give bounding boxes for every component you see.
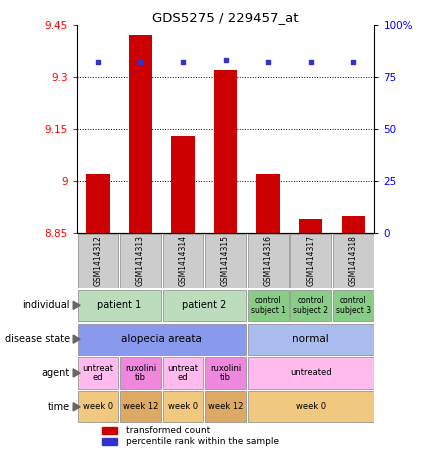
Bar	[290, 290, 331, 321]
Bar	[248, 357, 374, 389]
Bar	[78, 391, 118, 422]
Bar	[120, 357, 161, 389]
Point	[95, 59, 102, 66]
Text: time: time	[48, 402, 70, 412]
Bar	[333, 290, 374, 321]
Text: GSM1414313: GSM1414313	[136, 235, 145, 286]
Bar	[78, 357, 118, 389]
Point	[265, 59, 272, 66]
Bar	[205, 391, 246, 422]
Text: patient 1: patient 1	[97, 300, 141, 310]
Point	[222, 57, 229, 64]
Text: GSM1414314: GSM1414314	[179, 235, 187, 286]
Text: percentile rank within the sample: percentile rank within the sample	[126, 437, 279, 446]
Bar	[78, 323, 246, 355]
Bar	[205, 234, 246, 288]
Bar	[120, 234, 161, 288]
Text: GSM1414317: GSM1414317	[306, 235, 315, 286]
Bar	[86, 174, 110, 233]
Text: GSM1414312: GSM1414312	[93, 235, 102, 286]
Bar	[162, 234, 203, 288]
Text: untreat
ed: untreat ed	[167, 364, 198, 382]
Bar	[171, 136, 195, 233]
Point	[350, 59, 357, 66]
Text: control
subject 1: control subject 1	[251, 296, 286, 315]
Text: week 12: week 12	[123, 402, 158, 411]
Text: control
subject 2: control subject 2	[293, 296, 328, 315]
Point	[307, 59, 314, 66]
Text: week 0: week 0	[83, 402, 113, 411]
Bar	[248, 290, 289, 321]
Text: transformed count: transformed count	[126, 426, 210, 435]
Bar	[299, 219, 322, 233]
Text: control
subject 3: control subject 3	[336, 296, 371, 315]
Point	[137, 59, 144, 66]
Bar	[78, 290, 161, 321]
Text: ruxolini
tib: ruxolini tib	[210, 364, 241, 382]
Text: disease state: disease state	[5, 334, 70, 344]
Point	[180, 59, 187, 66]
Bar	[162, 290, 246, 321]
Bar	[248, 391, 374, 422]
Bar	[162, 357, 203, 389]
Text: GSM1414318: GSM1414318	[349, 235, 358, 286]
Bar	[248, 323, 374, 355]
Text: alopecia areata: alopecia areata	[121, 334, 202, 344]
Bar	[342, 216, 365, 233]
Text: GSM1414315: GSM1414315	[221, 235, 230, 286]
Text: agent: agent	[42, 368, 70, 378]
Text: week 12: week 12	[208, 402, 243, 411]
Text: patient 2: patient 2	[182, 300, 226, 310]
Text: GSM1414316: GSM1414316	[264, 235, 272, 286]
Bar	[129, 35, 152, 233]
Bar	[290, 234, 331, 288]
Text: normal: normal	[292, 334, 329, 344]
Text: individual: individual	[23, 300, 70, 310]
Bar	[78, 234, 118, 288]
Bar	[248, 234, 289, 288]
Title: GDS5275 / 229457_at: GDS5275 / 229457_at	[152, 11, 299, 24]
Text: week 0: week 0	[296, 402, 326, 411]
Bar	[102, 428, 117, 434]
Text: week 0: week 0	[168, 402, 198, 411]
Bar	[120, 391, 161, 422]
Bar	[256, 174, 280, 233]
Bar	[102, 439, 117, 445]
Bar	[214, 70, 237, 233]
Text: ruxolini
tib: ruxolini tib	[125, 364, 156, 382]
Text: untreat
ed: untreat ed	[82, 364, 113, 382]
Bar	[205, 357, 246, 389]
Bar	[162, 391, 203, 422]
Text: untreated: untreated	[290, 368, 332, 377]
Bar	[333, 234, 374, 288]
